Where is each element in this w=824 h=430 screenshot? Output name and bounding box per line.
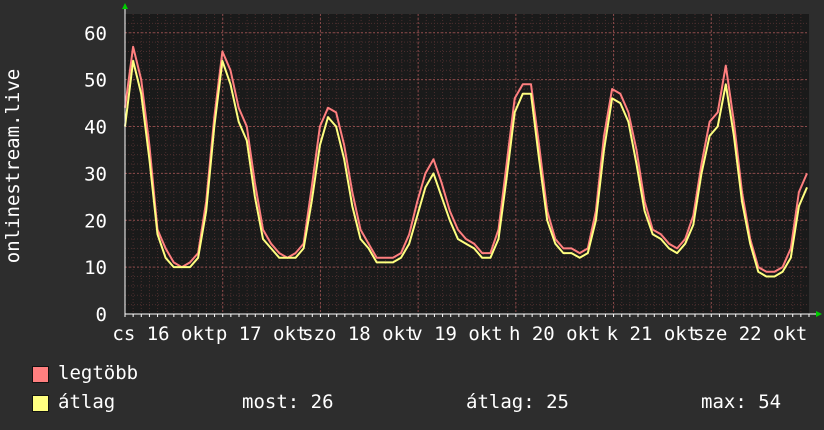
y-axis-arrow	[122, 3, 128, 9]
series-lines	[124, 45, 808, 278]
legend-swatch-avg	[32, 395, 49, 412]
x-tick-label: p 17 okt	[216, 323, 308, 345]
y-axis-label: onlinestream.live	[2, 69, 24, 263]
y-tick-label: 20	[84, 210, 107, 232]
y-tick-label: 30	[84, 163, 107, 185]
stat-average: átlag: 25	[466, 391, 569, 413]
axes	[122, 3, 822, 317]
stat-max: max: 54	[701, 391, 782, 413]
legend-label-max: legtöbb	[58, 362, 139, 384]
y-tick-label: 60	[84, 23, 107, 45]
series-line-max	[124, 45, 808, 273]
y-tick-label: 50	[84, 70, 107, 92]
x-tick-label: k 21 okt	[607, 323, 699, 345]
y-tick-label: 10	[84, 257, 107, 279]
y-tick-labels: 0 10 20 30 40 50 60	[84, 23, 107, 326]
x-tick-label: sze 22 okt	[693, 323, 807, 345]
grid	[125, 14, 809, 314]
x-tick-label: v 19 okt	[411, 323, 503, 345]
x-axis-arrow	[816, 311, 822, 317]
legend-label-avg: átlag	[58, 391, 116, 413]
series-line-avg	[124, 59, 808, 278]
y-tick-label: 40	[84, 117, 107, 139]
y-tick-label: 0	[96, 304, 107, 326]
legend-swatch-max	[32, 366, 49, 383]
x-tick-label: szo 18 okt	[302, 323, 416, 345]
x-tick-label: cs 16 okt	[112, 323, 215, 345]
x-tick-label: h 20 okt	[509, 323, 601, 345]
stat-now: most: 26	[242, 391, 334, 413]
